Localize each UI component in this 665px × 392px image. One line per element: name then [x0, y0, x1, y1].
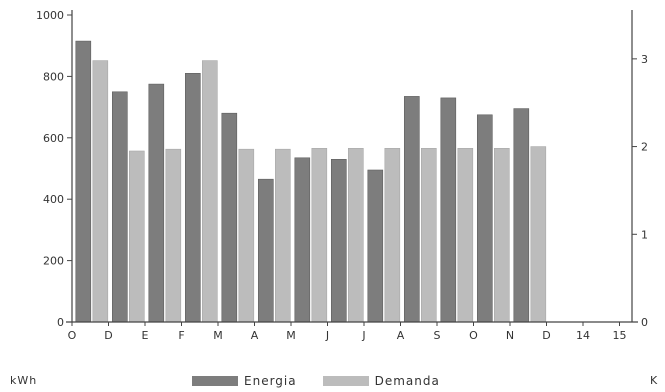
right-tick-label-3: 3: [641, 53, 648, 66]
left-tick-label-1: 200: [43, 255, 64, 268]
bar-energia-5: [257, 178, 274, 323]
left-tick-label-2: 400: [43, 193, 64, 206]
left-tick-label-4: 800: [43, 70, 64, 83]
legend-swatch-energia: [192, 376, 238, 386]
axes-group: [66, 10, 638, 326]
bar-demanda-5: [274, 148, 291, 323]
bar-energia-7: [330, 159, 347, 323]
legend-swatch-demanda: [322, 376, 369, 386]
bar-demanda-7: [347, 148, 364, 323]
x-tick-label-6: M: [286, 329, 296, 342]
bar-demanda-10: [457, 148, 474, 323]
bar-energia-3: [185, 73, 201, 323]
bar-demanda-9: [420, 148, 437, 323]
right-axis-label: K: [650, 374, 659, 387]
legend: Energia Demanda: [192, 372, 466, 390]
legend-label-energia: Energia: [244, 374, 297, 388]
x-tick-label-11: O: [469, 329, 478, 342]
x-tick-label-10: S: [434, 329, 441, 342]
bar-energia-1: [112, 91, 128, 323]
x-tick-label-14: 14: [576, 329, 590, 342]
x-tick-label-7: J: [325, 329, 329, 342]
bar-energia-9: [403, 96, 420, 323]
x-tick-label-15: 15: [613, 329, 627, 342]
bar-demanda-8: [384, 148, 401, 323]
x-tick-label-2: E: [142, 329, 149, 342]
legend-item-demanda: Demanda: [322, 374, 440, 388]
left-axis-label: kWh: [10, 374, 38, 387]
right-tick-label-1: 1: [641, 228, 648, 241]
bar-demanda-1: [129, 150, 145, 323]
bar-energia-4: [221, 112, 238, 323]
right-tick-label-2: 2: [641, 141, 648, 154]
bar-energia-0: [75, 40, 92, 323]
x-tick-label-12: N: [506, 329, 514, 342]
bars-group: [75, 40, 547, 323]
bar-energia-10: [440, 97, 457, 323]
bar-energia-8: [367, 169, 384, 323]
legend-label-demanda: Demanda: [374, 374, 440, 388]
x-tick-label-1: D: [104, 329, 112, 342]
left-tick-label-0: 0: [57, 316, 64, 329]
x-tick-label-0: O: [68, 329, 77, 342]
x-tick-label-3: F: [178, 329, 184, 342]
x-tick-label-4: M: [213, 329, 223, 342]
bar-demanda-12: [530, 146, 547, 323]
bar-energia-12: [513, 108, 530, 323]
right-tick-label-0: 0: [641, 316, 648, 329]
x-tick-label-5: A: [251, 329, 259, 342]
x-tick-label-13: D: [542, 329, 550, 342]
x-tick-label-9: A: [397, 329, 405, 342]
ticks-group: 0 200 400 600 800 1000 0 1 2 3 O D E F M A M J J A S O N D 14 15: [36, 9, 648, 342]
left-tick-label-3: 600: [43, 132, 64, 145]
x-tick-label-8: J: [361, 329, 365, 342]
bar-demanda-4: [238, 148, 255, 323]
bar-energia-6: [294, 157, 311, 323]
bar-demanda-0: [92, 60, 109, 323]
bar-energia-11: [476, 114, 493, 323]
bar-demanda-6: [311, 148, 328, 323]
bar-energia-2: [148, 83, 165, 323]
bar-demanda-3: [202, 60, 218, 323]
bar-demanda-2: [165, 148, 182, 323]
left-tick-label-5: 1000: [36, 9, 64, 22]
bar-demanda-11: [493, 148, 510, 323]
legend-item-energia: Energia: [192, 374, 297, 388]
